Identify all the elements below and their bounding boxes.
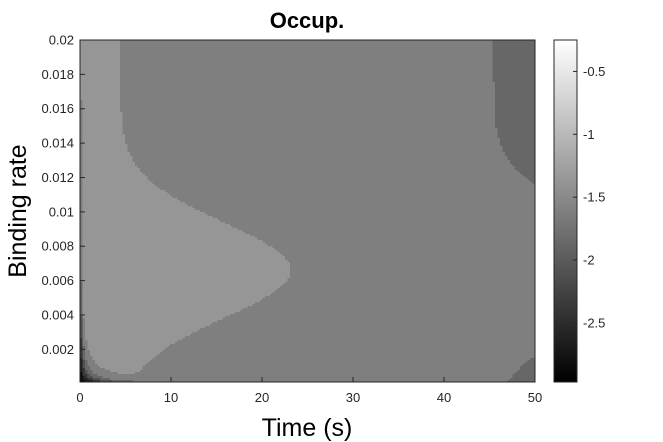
y-tick-label: 0.02 [49,33,74,48]
colorbar-tick-label: -1 [583,127,595,142]
colorbar-tick-label: -2 [583,253,595,268]
y-tick-label: 0.01 [49,204,74,219]
colorbar-tick-label: -1.5 [583,190,605,205]
x-tick-label: 10 [164,390,178,405]
colorbar-tick-label: -0.5 [583,64,605,79]
y-tick-label: 0.004 [41,307,74,322]
x-tick-label: 50 [528,390,542,405]
y-tick-label: 0.016 [41,101,74,116]
y-tick-label: 0.018 [41,67,74,82]
colorbar-tick-label: -2.5 [583,315,605,330]
x-tick-label: 20 [255,390,269,405]
y-tick-label: 0.014 [41,136,74,151]
plot-area [80,40,535,382]
y-tick-label: 0.012 [41,170,74,185]
x-tick-label: 30 [346,390,360,405]
y-tick-label: 0.002 [41,342,74,357]
y-axis-label: Binding rate [4,144,32,277]
y-tick-label: 0.006 [41,273,74,288]
contour-fills [80,40,535,382]
y-tick-label: 0.008 [41,239,74,254]
colorbar-gradient [554,40,577,382]
chart-title: Occup. [270,8,345,33]
x-axis-label: Time (s) [262,414,353,442]
x-tick-label: 0 [76,390,83,405]
colorbar: -0.5 -1 -1.5 -2 -2.5 [554,40,605,382]
x-tick-label: 40 [437,390,451,405]
